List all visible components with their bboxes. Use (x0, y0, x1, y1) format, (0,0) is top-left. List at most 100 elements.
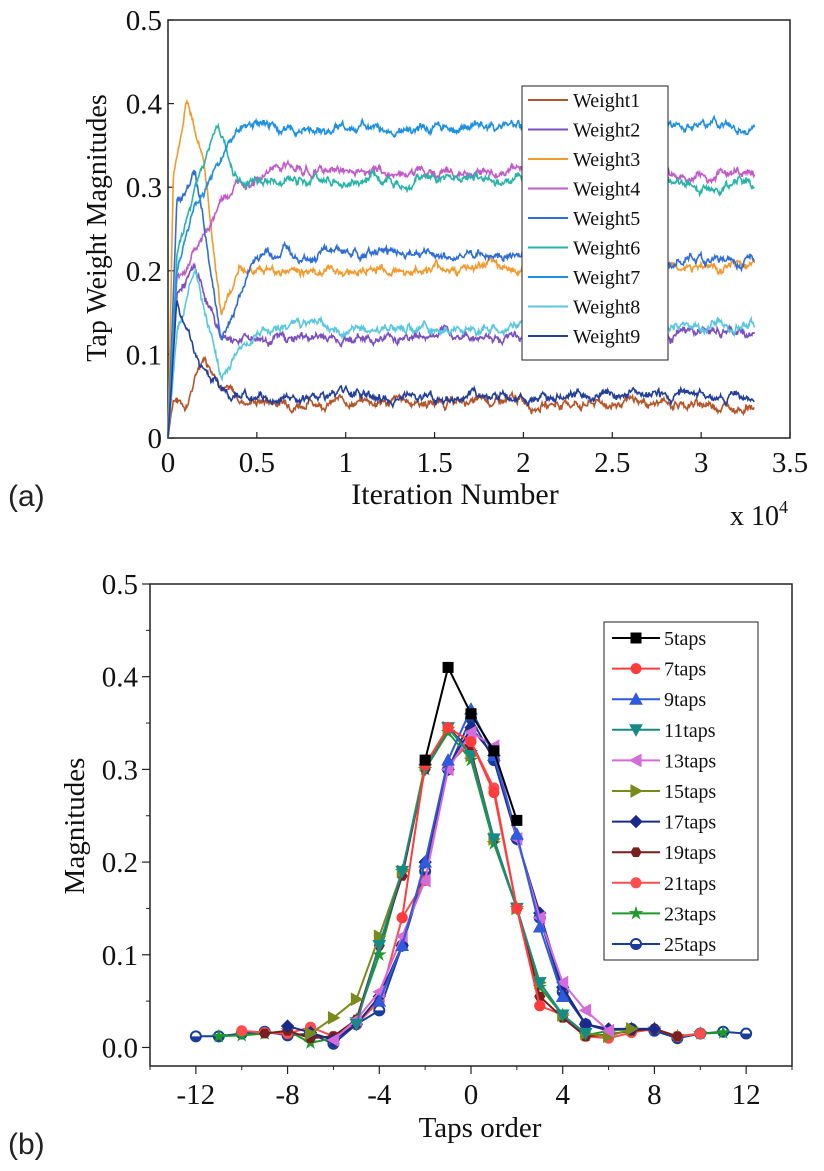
chart-b-data-point (511, 814, 523, 826)
chart-b: -12 -8 -4 0 4 8 12 0.0 0.1 0.2 0.3 0.4 0.5 5taps 7tap… (59, 569, 793, 1144)
chart-a-plot-frame (167, 19, 791, 439)
chart-b-data-point-fill (741, 1033, 752, 1039)
chart-b-legend-label: 19taps (664, 842, 716, 864)
chart-a-legend-label: Weight5 (573, 208, 640, 230)
chart-b-data-point (626, 1022, 639, 1036)
chart-b-data-point (715, 1024, 731, 1039)
chart-a-legend-label: Weight3 (573, 149, 640, 171)
chart-a-legend-label: Weight7 (573, 267, 640, 289)
chart-a-y-axis-label: Tap Weight Magnitudes (82, 94, 113, 361)
chart-b-legend-marker (629, 692, 643, 705)
chart-b-legend-marker (629, 814, 643, 829)
chart-a-legend: Weight1 Weight2 Weight3 Weight4 Weight5 Weigh… (521, 85, 669, 361)
chart-b-data-point (280, 1019, 295, 1033)
chart-b-data-point (601, 1023, 615, 1038)
chart-b-x-axis-label: Taps order (419, 1112, 542, 1144)
chart-b-data-point (534, 1000, 546, 1012)
chart-b-legend-marker (630, 663, 642, 675)
chart-b-data-point (532, 977, 547, 990)
chart-b-lines (189, 661, 753, 1050)
chart-b-series-13taps (326, 725, 615, 1047)
chart-b-x-tick-label: -4 (367, 1079, 392, 1111)
chart-b-data-point (578, 1028, 593, 1041)
chart-b-data-point (236, 1025, 248, 1037)
chart-a-x-tick-label: 0 (161, 447, 176, 479)
chart-a-x-tick-label: 1 (338, 447, 353, 479)
chart-a-y-tick-label: 0.2 (126, 256, 162, 288)
chart-b-y-tick-label: 0.1 (102, 940, 138, 972)
chart-a-x-tick-label: 3.5 (772, 447, 808, 479)
chart-b-data-point (350, 992, 364, 1007)
chart-a-x-tick-label: 2.5 (594, 447, 630, 479)
chart-b-data-point-fill (190, 1036, 201, 1042)
chart-b-data-point (395, 865, 410, 879)
chart-b-data-point (487, 833, 501, 846)
chart-b-legend-label: 9taps (664, 689, 706, 711)
chart-b-data-point (349, 1018, 364, 1032)
chart-b-data-point (464, 749, 478, 763)
chart-b-x-tick-label: -12 (177, 1079, 216, 1111)
chart-b-y-axis-label: Magnitudes (59, 758, 91, 895)
chart-b-data-point (442, 661, 454, 673)
chart-b-legend-label: 13taps (664, 750, 716, 772)
chart-b-legend-label: 21taps (664, 873, 716, 895)
chart-a-x-multiplier: x 104 (730, 497, 788, 532)
chart-b-legend-marker-fill (631, 944, 641, 949)
chart-b-series-5taps (419, 661, 523, 826)
chart-b-data-point (488, 787, 500, 799)
chart-b-x-tick-label: -8 (275, 1079, 299, 1111)
chart-b-legend-label: 23taps (664, 903, 716, 925)
chart-a-series-line (167, 300, 755, 439)
chart-b-series-line (287, 725, 655, 1042)
chart-b-data-point (418, 873, 431, 888)
chart-b-data-point (510, 827, 524, 840)
chart-b-y-tick-label: 0.0 (102, 1032, 138, 1064)
chart-a-x-tick-label: 2 (516, 447, 531, 479)
chart-a-legend-label: Weight2 (573, 120, 640, 142)
chart-b-legend-marker (628, 753, 642, 768)
chart-b-data-point (372, 940, 387, 953)
chart-a-y-tick-label: 0.3 (126, 172, 162, 204)
chart-b-legend-label: 7taps (664, 659, 706, 681)
chart-b-data-point (647, 1022, 662, 1036)
chart-b-x-tick-label: 8 (647, 1079, 662, 1111)
chart-b-legend-label: 11taps (664, 720, 716, 742)
chart-b-data-point (372, 947, 387, 961)
panel-label-b: (b) (8, 1128, 45, 1161)
chart-b-data-point (211, 1028, 227, 1043)
chart-a-legend-label: Weight6 (573, 238, 640, 260)
chart-b-data-point (532, 919, 547, 933)
chart-a-ticks: 0 0.5 1 1.5 2 2.5 3 3.5 0 0.1 0.2 0.3 0.4 0.5 (126, 5, 808, 479)
chart-b-data-point (373, 929, 387, 944)
chart-b-data-point (578, 1003, 592, 1018)
chart-b-y-tick-label: 0.4 (102, 662, 139, 694)
chart-a-legend-label: Weight4 (573, 179, 640, 201)
chart-b-data-point (396, 912, 408, 924)
chart-b-data-point (555, 1009, 570, 1023)
chart-b-legend-label: 25taps (664, 934, 716, 956)
chart-b-data-point-fill (374, 1010, 385, 1016)
chart-b-series-15taps (305, 720, 639, 1044)
chart-b-data-point (327, 1010, 341, 1025)
chart-a-legend-label: Weight8 (573, 297, 640, 319)
chart-b-legend-label: 5taps (664, 628, 706, 650)
chart-b-data-point (694, 1028, 706, 1040)
chart-a-legend-label: Weight9 (573, 326, 640, 348)
chart-b-data-point (488, 745, 500, 757)
chart-b-data-point (419, 754, 431, 766)
chart-a-y-tick-label: 0.4 (126, 89, 163, 121)
chart-b-series-line (355, 725, 587, 1035)
chart-b-data-point (463, 725, 477, 740)
chart-b-ticks: -12 -8 -4 0 4 8 12 0.0 0.1 0.2 0.3 0.4 0.5 (102, 569, 793, 1111)
chart-b-data-point (372, 994, 387, 1007)
chart-b-legend-marker (628, 905, 644, 920)
chart-b-legend-marker (630, 877, 642, 889)
chart-b-legend-marker (630, 784, 644, 798)
chart-b-legend-marker (630, 847, 642, 857)
chart-b-data-point (671, 1031, 683, 1042)
chart-a-legend-label: Weight1 (573, 90, 640, 112)
chart-b-x-tick-label: 0 (464, 1079, 479, 1111)
chart-b-data-point (418, 855, 432, 868)
chart-b-data-point (465, 708, 477, 720)
